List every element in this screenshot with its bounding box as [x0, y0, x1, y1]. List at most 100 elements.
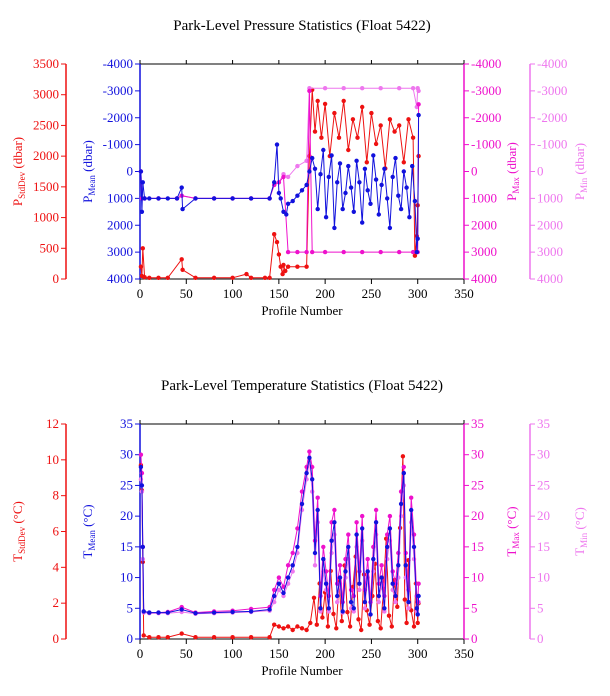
- mean-point: [139, 483, 145, 488]
- min-point: [295, 163, 300, 169]
- mean-point: [321, 556, 326, 562]
- mean-axis-tick-label: 25: [120, 477, 133, 492]
- mean-point: [140, 180, 145, 185]
- min-point: [276, 587, 282, 593]
- max-point: [385, 532, 390, 537]
- mean-axis-tick-label: -4000: [103, 56, 133, 71]
- stddev-point: [315, 98, 320, 104]
- mean-point: [295, 193, 300, 198]
- stddev-axis-label-unit: (dbar): [10, 137, 25, 172]
- x-tick-label: 200: [315, 286, 335, 301]
- stddev-point: [319, 135, 324, 140]
- mean-point: [147, 610, 152, 615]
- stddev-point: [281, 626, 286, 631]
- mean-point: [335, 593, 340, 599]
- stddev-point: [404, 620, 409, 626]
- stddev-point: [332, 110, 337, 116]
- mean-point: [140, 544, 145, 550]
- x-tick-label: 150: [269, 646, 289, 661]
- mean-point: [401, 470, 406, 476]
- stddev-axis-tick-label: 10: [46, 452, 59, 467]
- stddev-point: [387, 117, 393, 122]
- max-point: [368, 599, 373, 605]
- mean-point: [396, 193, 401, 198]
- max-point: [139, 470, 145, 476]
- mean-point: [360, 526, 365, 531]
- min-axis-label-sub: Min: [579, 177, 589, 193]
- stddev-point: [156, 275, 161, 280]
- min-point: [362, 606, 368, 611]
- max-point: [307, 449, 312, 454]
- mean-axis-tick-label: 10: [120, 570, 133, 585]
- max-point: [285, 249, 291, 255]
- stddev-point: [165, 275, 170, 280]
- stddev-point: [230, 635, 235, 640]
- stddev-point: [356, 617, 361, 622]
- stddev-axis-label-unit: (°C): [10, 501, 25, 527]
- pressure-chart: Park-Level Pressure Statistics (Float 54…: [10, 18, 589, 318]
- min-axis-tick-label: 20: [537, 508, 550, 523]
- mean-point: [346, 163, 351, 169]
- max-axis-tick-label: 4000: [471, 271, 497, 286]
- stddev-point: [193, 275, 198, 280]
- mean-axis-tick-label: 5: [127, 600, 134, 615]
- stddev-point: [285, 624, 291, 629]
- max-axis-label-unit: (dbar): [504, 142, 519, 177]
- max-point: [416, 102, 421, 107]
- min-axis-tick-label: 30: [537, 447, 550, 462]
- min-axis-tick-label: -1000: [537, 137, 567, 152]
- mean-axis-tick-label: 20: [120, 508, 133, 523]
- max-point: [387, 513, 393, 519]
- min-axis-tick-label: 2000: [537, 217, 563, 232]
- mean-point: [382, 166, 387, 171]
- mean-point: [285, 201, 291, 206]
- max-point: [416, 581, 421, 586]
- min-axis-tick-label: 1000: [537, 190, 563, 205]
- stddev-point: [411, 624, 417, 629]
- mean-point: [412, 198, 418, 204]
- mean-point: [343, 190, 348, 196]
- stddev-point: [230, 275, 235, 280]
- max-series-line: [140, 90, 420, 253]
- mean-axis-label-sub: Mean: [87, 530, 97, 551]
- mean-point: [326, 174, 331, 180]
- max-axis-tick-label: 0: [471, 631, 478, 646]
- stddev-point: [378, 123, 383, 128]
- mean-point: [415, 612, 420, 617]
- stddev-point: [283, 268, 288, 274]
- stddev-point: [299, 626, 305, 631]
- mean-point: [368, 201, 373, 206]
- pressure-chart-title: Park-Level Pressure Statistics (Float 54…: [173, 18, 430, 34]
- mean-point: [387, 225, 393, 231]
- mean-axis-label: PMean (dbar): [80, 140, 97, 203]
- stddev-point: [395, 604, 400, 609]
- mean-point: [376, 212, 381, 217]
- mean-axis-tick-label: 1000: [107, 190, 133, 205]
- mean-point: [351, 606, 356, 611]
- max-axis-tick-label: 20: [471, 508, 484, 523]
- x-tick-label: 100: [223, 646, 243, 661]
- stddev-axis-tick-label: 1500: [33, 179, 59, 194]
- mean-series: [138, 112, 421, 255]
- min-point: [351, 609, 356, 614]
- stddev-point: [304, 627, 309, 633]
- min-point: [272, 599, 277, 605]
- stddev-point: [341, 98, 346, 104]
- stddev-point: [406, 117, 411, 122]
- mean-point: [362, 599, 368, 605]
- stddev-axis-tick-label: 4: [53, 559, 60, 574]
- mean-point: [304, 470, 309, 476]
- mean-point: [285, 575, 291, 580]
- min-point: [357, 587, 362, 593]
- mean-point: [385, 196, 390, 201]
- mean-point: [141, 609, 146, 614]
- x-tick-label: 300: [408, 286, 428, 301]
- min-point: [281, 593, 286, 599]
- max-axis-label-main: T: [504, 549, 519, 557]
- max-point: [295, 526, 300, 531]
- stddev-axis-tick-label: 0: [53, 631, 60, 646]
- max-point: [337, 563, 343, 568]
- mean-point: [410, 163, 415, 169]
- max-axis-label-unit: (°C): [504, 506, 519, 532]
- min-point: [397, 86, 402, 91]
